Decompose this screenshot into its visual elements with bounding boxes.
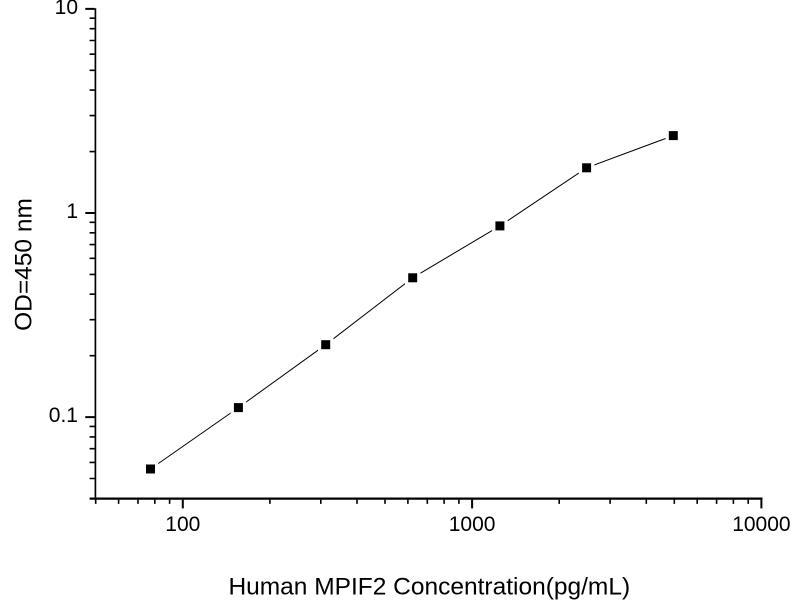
svg-text:1000: 1000 (449, 513, 496, 536)
svg-text:10: 10 (55, 0, 78, 19)
svg-text:100: 100 (165, 513, 200, 536)
svg-text:1: 1 (66, 200, 78, 223)
svg-text:0.1: 0.1 (49, 404, 78, 427)
svg-text:10000: 10000 (732, 513, 790, 536)
svg-text:Human MPIF2 Concentration(pg/m: Human MPIF2 Concentration(pg/mL) (228, 574, 630, 601)
svg-text:OD=450 nm: OD=450 nm (10, 198, 37, 331)
